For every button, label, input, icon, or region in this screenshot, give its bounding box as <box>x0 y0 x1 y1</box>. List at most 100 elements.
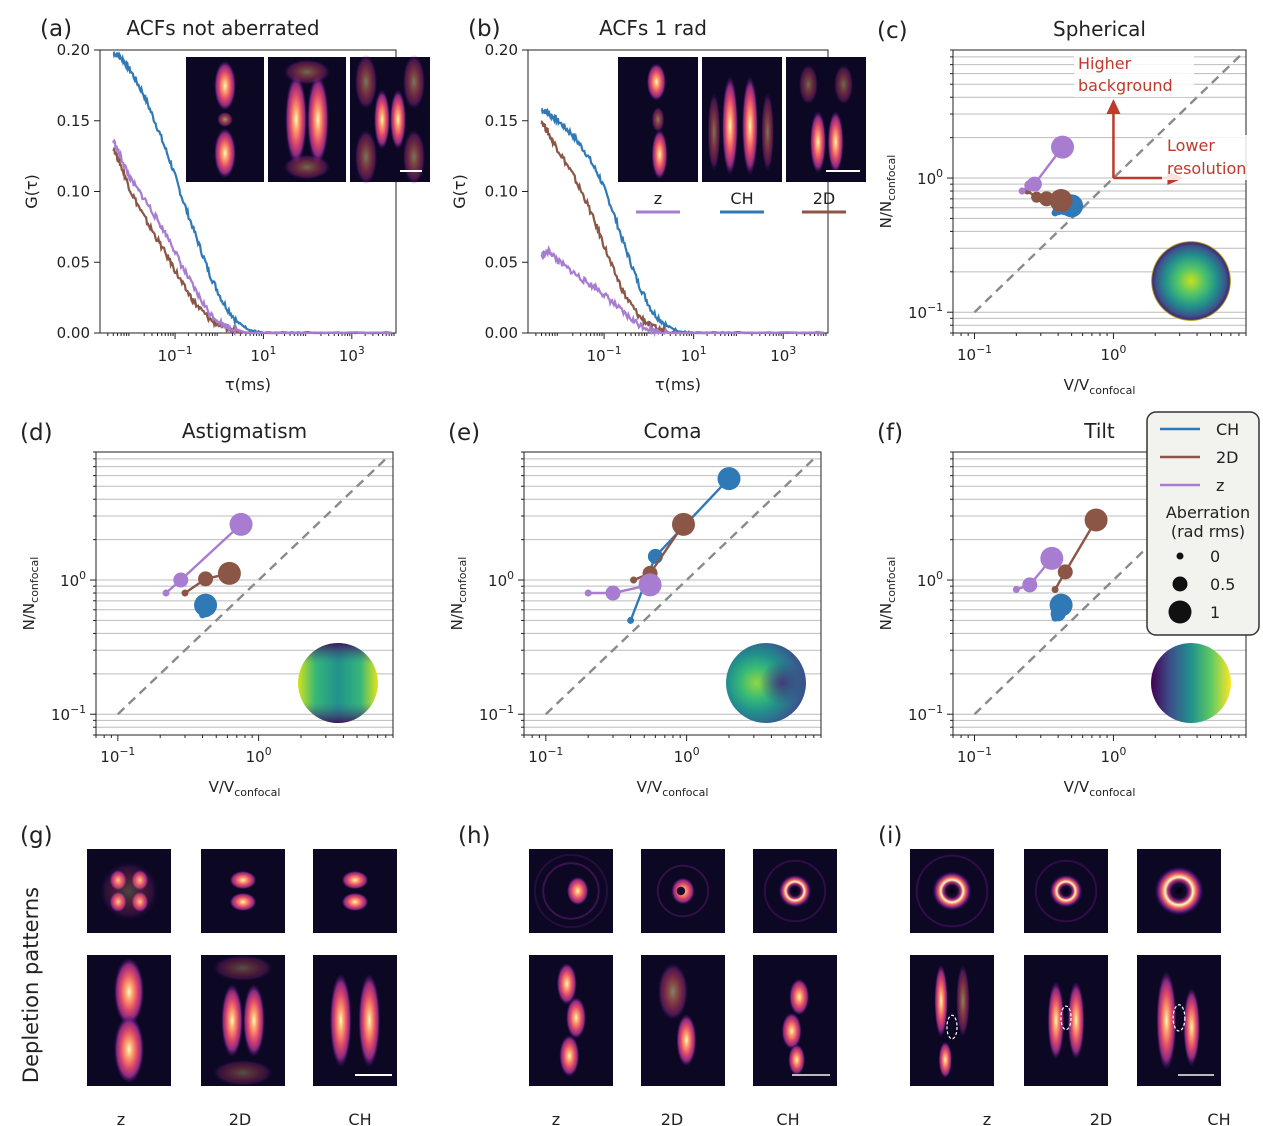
psf-lobe <box>329 973 352 1068</box>
data-point-z <box>1051 135 1075 159</box>
y-tick-label: 0.15 <box>57 112 90 130</box>
panel-label: (a) <box>40 16 72 42</box>
psf-lobe <box>214 128 236 179</box>
y-tick-label: 0.15 <box>485 112 518 130</box>
depletion-xz-image <box>1024 955 1108 1086</box>
psf-lobe <box>212 955 274 982</box>
panel-c: V/Vconfocal N/Nconfocal Spherical (c) <box>877 17 1247 397</box>
y-tick-label: 10−1 <box>908 703 943 724</box>
psf-donut <box>1049 874 1083 908</box>
psf-lobe <box>390 89 406 150</box>
psf-lobe <box>1156 970 1177 1071</box>
y-axis-label: G(τ) <box>22 174 41 209</box>
annotation-bg <box>1074 51 1194 97</box>
y-tick-label: 100 <box>917 167 943 188</box>
panel-label: (i) <box>878 823 902 849</box>
inset-a-2d <box>350 54 430 185</box>
psf-lobe <box>651 107 665 132</box>
inset-a-ch <box>268 57 346 182</box>
x-axis-label: V/Vconfocal <box>1064 376 1136 397</box>
y-tick-label: 0.10 <box>57 183 90 201</box>
y-tick-label: 0.20 <box>57 41 90 59</box>
psf-ring <box>915 854 989 928</box>
psf-dashed-outline <box>1060 1005 1072 1031</box>
psf-lobe <box>657 962 689 1021</box>
data-point-2D <box>198 571 214 587</box>
x-tick-label: 10−1 <box>957 343 992 364</box>
chart-title: Coma <box>644 419 702 443</box>
panel-label: (f) <box>877 420 903 446</box>
annotation-text: background <box>1078 76 1173 95</box>
psf-lobe <box>798 64 819 105</box>
psf-lobe <box>229 870 257 890</box>
psf-background <box>910 955 994 1086</box>
data-point-z <box>1040 546 1064 570</box>
legend-size-marker <box>1172 576 1188 592</box>
series-line-z <box>540 245 824 338</box>
y-tick-label: 100 <box>917 569 943 590</box>
panel-label: (g) <box>20 823 53 849</box>
psf-ring <box>542 862 600 920</box>
data-point-z <box>162 589 170 597</box>
psf-lobe <box>559 1034 580 1077</box>
psf-lobe <box>810 110 826 174</box>
y-tick-label: 10−1 <box>51 703 86 724</box>
annotation-text: Lower <box>1167 136 1215 155</box>
psf-lobe <box>1067 981 1085 1060</box>
panel-e: V/Vconfocal N/Nconfocal Coma (e) <box>448 419 822 799</box>
series-line-z <box>112 138 392 337</box>
identity-dashed-line <box>973 54 1242 314</box>
x-tick-label: 100 <box>1100 343 1126 364</box>
panel-d: V/Vconfocal N/Nconfocal Astigmatism (d) <box>20 419 394 799</box>
psf-lobe <box>243 983 265 1058</box>
data-point-z <box>229 512 253 536</box>
psf-lobe <box>1047 981 1065 1060</box>
y-tick-label: 0.20 <box>485 41 518 59</box>
y-axis-label: N/Nconfocal <box>877 155 898 229</box>
y-axis-label: N/Nconfocal <box>877 557 898 631</box>
psf-donut <box>778 874 812 908</box>
data-point-z <box>1026 176 1042 192</box>
x-axis-label: τ(ms) <box>225 375 271 394</box>
pupil-phase-map <box>298 643 378 723</box>
psf-lobe <box>938 1041 953 1079</box>
y-tick-label: 10−1 <box>479 703 514 724</box>
legend-size-label: 0 <box>1210 547 1220 566</box>
panel-label: (d) <box>20 420 53 446</box>
psf-lobe <box>285 74 307 165</box>
psf-lobe <box>789 978 810 1016</box>
x-tick-label: 10−1 <box>528 745 563 766</box>
psf-lobe <box>566 876 589 906</box>
x-tick-label: 10−1 <box>957 745 992 766</box>
pupil-phase-map <box>1151 241 1231 321</box>
y-axis-label: G(τ) <box>450 174 469 209</box>
depletion-xz-image <box>910 955 994 1086</box>
psf-lobe <box>99 861 159 921</box>
psf-lobe <box>788 1044 806 1076</box>
data-point-2D <box>1084 508 1108 532</box>
panel-a: 0.00 0.05 0.10 0.15 0.20 τ(ms) G(τ) ACFs not ab… <box>22 16 397 394</box>
column-label: z <box>117 1110 125 1126</box>
annotation-bg <box>1162 135 1262 180</box>
column-label: z <box>552 1110 560 1126</box>
psf-lobe <box>956 964 970 1038</box>
psf-lobe <box>1183 987 1200 1067</box>
psf-background <box>786 57 866 182</box>
legend-size-marker <box>1176 552 1184 560</box>
x-axis-label: V/Vconfocal <box>637 778 709 799</box>
psf-lobe <box>307 74 329 165</box>
panel-b: 0.00 0.05 0.10 0.15 0.20 τ(ms) G(τ) ACFs 1 rad (… <box>450 16 829 394</box>
column-label: CH <box>348 1110 371 1126</box>
depletion-xy-image <box>910 849 994 933</box>
data-point-CH <box>627 616 635 624</box>
psf-background <box>1137 955 1221 1086</box>
data-point-z <box>605 585 621 601</box>
inset-b-ch <box>702 57 782 182</box>
column-label: 2D <box>229 1110 252 1126</box>
legend-label: 2D <box>1216 448 1239 467</box>
pupil-phase-map <box>726 643 806 723</box>
psf-lobe <box>283 154 331 180</box>
psf-ring <box>533 853 609 929</box>
psf-lobe <box>221 983 243 1058</box>
y-tick-label: 0.05 <box>57 253 90 271</box>
